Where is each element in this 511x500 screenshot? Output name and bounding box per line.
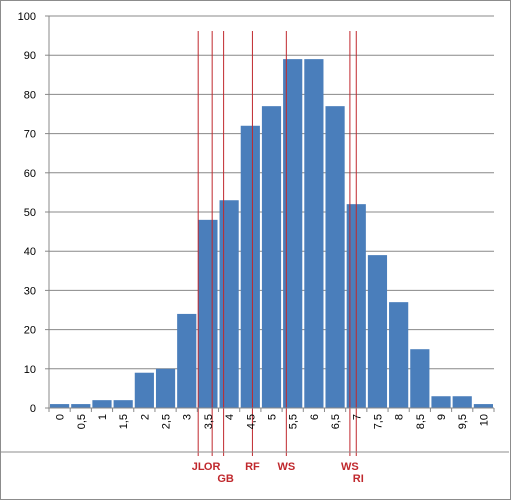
- y-tick-label: 50: [24, 207, 36, 219]
- x-tick-label: 9,5: [457, 414, 469, 429]
- x-tick-label: 2: [139, 414, 151, 420]
- x-tick-label: 3,5: [203, 414, 215, 429]
- marker-label-or: OR: [204, 461, 221, 473]
- bar-1: [92, 400, 112, 408]
- bar-3: [177, 313, 197, 408]
- y-tick-label: 40: [24, 246, 36, 258]
- bar-3,5: [198, 219, 218, 408]
- x-tick-label: 3: [182, 414, 194, 420]
- bar-5: [261, 106, 282, 408]
- bar-2: [134, 372, 154, 408]
- x-tick-label: 10: [478, 414, 490, 426]
- bar-10: [473, 404, 493, 408]
- marker-label-gb: GB: [217, 473, 234, 485]
- y-tick-label: 60: [24, 168, 36, 180]
- x-tick-label: 8: [394, 414, 406, 420]
- bar-4: [219, 200, 239, 408]
- x-tick-label: 5,5: [288, 414, 300, 429]
- x-tick-label: 6,5: [330, 414, 342, 429]
- y-tick-label: 90: [24, 50, 36, 62]
- marker-label-ri: RI: [353, 473, 364, 485]
- x-tick-label: 0,5: [76, 414, 88, 429]
- bar-5,5: [283, 59, 303, 409]
- bar-4,5: [240, 125, 260, 408]
- bar-2,5: [155, 368, 176, 408]
- y-tick-label: 30: [24, 285, 36, 297]
- bar-0: [50, 404, 70, 408]
- y-tick-label: 20: [24, 325, 36, 337]
- x-tick-label: 6: [309, 414, 321, 420]
- bar-1,5: [113, 400, 133, 408]
- y-tick-label: 100: [18, 11, 36, 23]
- x-tick-label: 1: [97, 414, 109, 420]
- y-tick-label: 70: [24, 129, 36, 141]
- x-tick-label: 4: [224, 414, 236, 420]
- bar-8: [389, 302, 409, 408]
- x-tick-label: 4,5: [245, 414, 257, 429]
- x-tick-label: 7: [351, 414, 363, 420]
- y-tick-label: 10: [24, 364, 36, 376]
- x-tick-label: 5: [267, 414, 279, 420]
- y-tick-label: 0: [30, 403, 36, 415]
- x-tick-label: 7,5: [372, 414, 384, 429]
- marker-label-jl: JL: [192, 461, 205, 473]
- bar-7,5: [367, 255, 388, 408]
- x-tick-label: 8,5: [415, 414, 427, 429]
- x-tick-label: 0: [55, 414, 67, 420]
- bar-0,5: [71, 404, 91, 408]
- y-tick-label: 80: [24, 89, 36, 101]
- x-tick-label: 2,5: [161, 414, 173, 429]
- marker-label-ws: WS: [277, 461, 295, 473]
- marker-label-ws: WS: [341, 461, 359, 473]
- bar-6: [304, 59, 324, 409]
- bar-8,5: [410, 349, 430, 408]
- bar-9,5: [452, 396, 472, 408]
- bar-6,5: [325, 106, 345, 408]
- marker-label-rf: RF: [245, 461, 260, 473]
- bar-9: [431, 396, 451, 408]
- x-tick-label: 1,5: [118, 414, 130, 429]
- x-tick-label: 9: [436, 414, 448, 420]
